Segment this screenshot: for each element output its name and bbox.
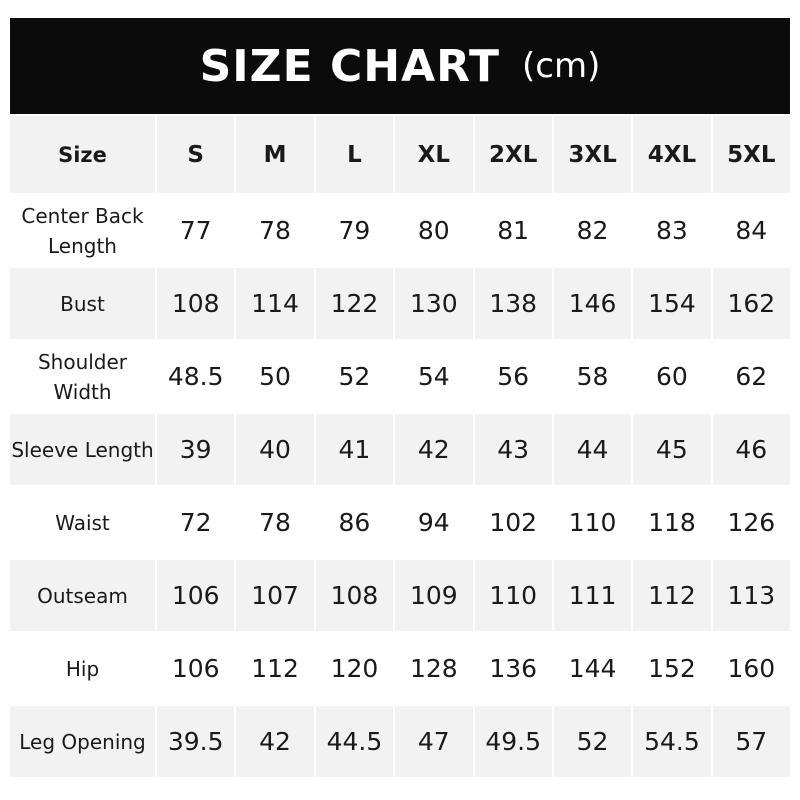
table-cell: 136: [474, 633, 552, 704]
table-cell: 160: [712, 633, 790, 704]
table-cell: 107: [236, 560, 314, 631]
row-label: Outseam: [10, 560, 155, 631]
table-cell: 82: [553, 195, 632, 266]
table-cell: 111: [553, 560, 632, 631]
table-cell: 128: [395, 633, 473, 704]
table-cell: 83: [633, 195, 711, 266]
table-cell: S: [157, 116, 235, 193]
table-cell: 106: [157, 560, 235, 631]
table-cell: 81: [474, 195, 552, 266]
row-label: Hip: [10, 633, 155, 704]
table-cell: 5XL: [712, 116, 790, 193]
row-label: Leg Opening: [10, 706, 155, 777]
table-cell: 44: [553, 414, 632, 485]
table-cell: 41: [315, 414, 394, 485]
table-cell: 2XL: [474, 116, 552, 193]
table-row: Shoulder Width 48.5 50 52 54 56 58 60 62: [10, 341, 790, 412]
table-row: Sleeve Length 39 40 41 42 43 44 45 46: [10, 414, 790, 485]
table-row: Waist 72 78 86 94 102 110 118 126: [10, 487, 790, 558]
table-cell: 77: [157, 195, 235, 266]
table-cell: 49.5: [474, 706, 552, 777]
table-cell: 138: [474, 268, 552, 339]
table-cell: 4XL: [633, 116, 711, 193]
table-cell: 3XL: [553, 116, 632, 193]
table-cell: 56: [474, 341, 552, 412]
table-cell: 46: [712, 414, 790, 485]
unit-label: (cm): [522, 46, 601, 86]
table-cell: 106: [157, 633, 235, 704]
row-label: Shoulder Width: [10, 341, 155, 412]
table-cell: 80: [395, 195, 473, 266]
header-row: Size S M L XL 2XL 3XL 4XL 5XL: [10, 116, 790, 193]
chart-title: SIZE CHART: [199, 40, 501, 92]
row-label: Bust: [10, 268, 155, 339]
table-cell: 102: [474, 487, 552, 558]
table-cell: XL: [395, 116, 473, 193]
table-cell: 52: [553, 706, 632, 777]
row-label: Sleeve Length: [10, 414, 155, 485]
table-cell: 110: [553, 487, 632, 558]
table-cell: 113: [712, 560, 790, 631]
table-cell: 112: [236, 633, 314, 704]
table-cell: 144: [553, 633, 632, 704]
table-cell: 42: [395, 414, 473, 485]
table-cell: L: [315, 116, 394, 193]
table-cell: 43: [474, 414, 552, 485]
table-cell: 58: [553, 341, 632, 412]
table-row: Leg Opening 39.5 42 44.5 47 49.5 52 54.5 57: [10, 706, 790, 777]
row-label: Center Back Length: [10, 195, 155, 266]
table-cell: 42: [236, 706, 314, 777]
table-cell: 39.5: [157, 706, 235, 777]
table-cell: 94: [395, 487, 473, 558]
table-cell: 108: [315, 560, 394, 631]
table-cell: 114: [236, 268, 314, 339]
table-cell: 54.5: [633, 706, 711, 777]
table-cell: 86: [315, 487, 394, 558]
table-row: Hip 106 112 120 128 136 144 152 160: [10, 633, 790, 704]
table-cell: 110: [474, 560, 552, 631]
table-cell: 126: [712, 487, 790, 558]
table-cell: 50: [236, 341, 314, 412]
table-row: Outseam 106 107 108 109 110 111 112 113: [10, 560, 790, 631]
table-cell: 78: [236, 487, 314, 558]
table-cell: 57: [712, 706, 790, 777]
title-bar: SIZE CHART (cm): [10, 18, 790, 114]
table-cell: 108: [157, 268, 235, 339]
size-table: Size S M L XL 2XL 3XL 4XL 5XL Center Back Length 7…: [8, 114, 792, 779]
table-cell: 146: [553, 268, 632, 339]
table-row: Bust 108 114 122 130 138 146 154 162: [10, 268, 790, 339]
table-cell: 52: [315, 341, 394, 412]
table-cell: 152: [633, 633, 711, 704]
table-cell: 120: [315, 633, 394, 704]
table-cell: 44.5: [315, 706, 394, 777]
row-label: Size: [10, 116, 155, 193]
table-cell: 118: [633, 487, 711, 558]
table-cell: 78: [236, 195, 314, 266]
table-cell: 122: [315, 268, 394, 339]
table-cell: 109: [395, 560, 473, 631]
table-cell: 79: [315, 195, 394, 266]
row-label: Waist: [10, 487, 155, 558]
table-cell: 60: [633, 341, 711, 412]
table-cell: 47: [395, 706, 473, 777]
table-cell: 45: [633, 414, 711, 485]
table-cell: 154: [633, 268, 711, 339]
table-cell: M: [236, 116, 314, 193]
table-cell: 48.5: [157, 341, 235, 412]
table-cell: 162: [712, 268, 790, 339]
table-cell: 40: [236, 414, 314, 485]
table-cell: 54: [395, 341, 473, 412]
table-cell: 84: [712, 195, 790, 266]
table-cell: 72: [157, 487, 235, 558]
table-cell: 62: [712, 341, 790, 412]
table-cell: 112: [633, 560, 711, 631]
table-cell: 39: [157, 414, 235, 485]
table-cell: 130: [395, 268, 473, 339]
table-row: Center Back Length 77 78 79 80 81 82 83 84: [10, 195, 790, 266]
